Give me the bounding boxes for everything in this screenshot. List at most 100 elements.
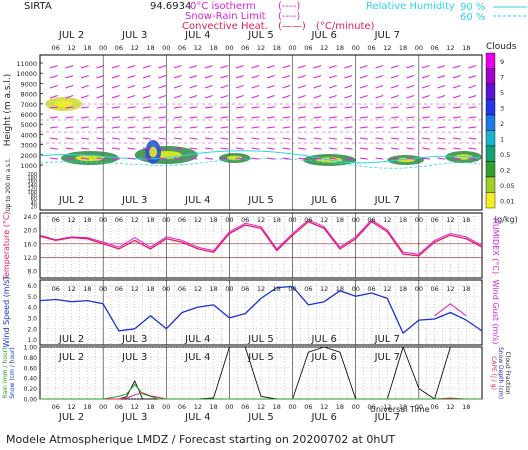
wind-arrow-6-19 — [344, 126, 353, 129]
wind-arrow-7-2 — [80, 137, 89, 140]
wind-arrow-6-27 — [468, 126, 477, 129]
wind-arrow-5-6 — [142, 116, 151, 119]
wind-arrow-1-27 — [468, 75, 477, 79]
wind-arrow-5-4 — [111, 116, 120, 119]
colorbar-swatch-8 — [485, 176, 496, 193]
wind-arrow-4-17 — [313, 106, 322, 109]
wind-arrow-8-26 — [452, 147, 461, 150]
wind-arrow-4-10 — [204, 106, 213, 109]
wind-arrow-9-7 — [158, 157, 167, 160]
wind-arrow-1-25 — [437, 75, 446, 79]
wind-arrow-1-8 — [173, 75, 182, 79]
hour-tick-temp-54: 06 — [178, 216, 186, 224]
hour-tick-top-66: 18 — [210, 44, 218, 52]
hour-tick-wind-top-36: 12 — [131, 285, 139, 293]
wind-arrow-9-27 — [468, 157, 477, 160]
hour-tick-rain-102: 06 — [304, 403, 312, 411]
colorbar-tick-3: 3 — [500, 104, 504, 112]
hour-tick-rain-144: 00 — [415, 403, 423, 411]
wind-arrow-1-24 — [421, 75, 430, 79]
wind-arrow-7-6 — [142, 137, 151, 140]
wind-arrow-4-1 — [65, 106, 74, 109]
wind-arrow-4-16 — [297, 106, 306, 109]
wind-arrow-8-12 — [235, 147, 244, 150]
wind-arrow-2-26 — [452, 85, 461, 89]
hour-tick-rain-18: 18 — [83, 403, 91, 411]
wind-arrow-2-21 — [375, 85, 384, 89]
wind-arrow-3-24 — [421, 95, 430, 99]
wind-arrow-1-26 — [452, 75, 461, 79]
wind-arrow-8-22 — [390, 147, 399, 150]
day-label-rain-bot-3: JUL 5 — [247, 412, 273, 423]
day-label-cloud-0: JUL 2 — [58, 195, 84, 206]
hour-tick-top-78: 06 — [241, 44, 249, 52]
wind-arrow-3-4 — [111, 95, 120, 99]
wind-arrow-0-15 — [282, 65, 291, 69]
wind-arrow-3-18 — [328, 95, 337, 99]
wind-arrow-6-1 — [65, 126, 74, 129]
height-tick-4000: 4000 — [20, 131, 37, 139]
hour-tick-top-42: 18 — [146, 44, 154, 52]
wind-arrow-0-18 — [328, 65, 337, 69]
hour-tick-rain-114: 18 — [336, 403, 344, 411]
temp-tick-20.0: 20.0 — [24, 228, 38, 235]
hour-tick-temp-30: 06 — [115, 216, 123, 224]
wind-arrow-7-17 — [313, 137, 322, 140]
colorbar-tick-1: 7 — [500, 73, 504, 81]
wind-arrow-9-8 — [173, 157, 182, 160]
wind-arrow-3-25 — [437, 95, 446, 99]
wind-arrow-2-18 — [328, 85, 337, 89]
hour-tick-wind-top-126: 06 — [367, 285, 375, 293]
wind-arrow-2-6 — [142, 85, 151, 89]
wind-arrow-4-3 — [96, 106, 105, 109]
hour-tick-rain-96: 00 — [288, 403, 296, 411]
wind-arrow-9-11 — [220, 157, 229, 160]
rain-tick-0.20: 0.20 — [24, 386, 38, 393]
wind-arrow-6-10 — [204, 126, 213, 129]
rain-tick-0.40: 0.40 — [24, 376, 38, 383]
wind-arrow-5-12 — [235, 116, 244, 119]
universal-time-label: Universal Time — [370, 405, 430, 414]
wind-arrow-4-9 — [189, 106, 198, 109]
wind-arrow-7-5 — [127, 137, 136, 140]
wind-arrow-7-20 — [359, 137, 368, 140]
temp-tick-8.0: 8.0 — [27, 269, 37, 276]
day-label-cloud-3: JUL 5 — [247, 195, 273, 206]
snow-rain-label: Snow-Rain Limit — [185, 11, 266, 22]
wind-arrow-7-19 — [344, 137, 353, 140]
wind-arrow-1-6 — [142, 75, 151, 79]
low-height-axis-title: Up to 200 m a.s.l. — [5, 158, 12, 211]
colorbar-tick-5: 1 — [500, 135, 504, 143]
hour-tick-wind-top-156: 12 — [446, 285, 454, 293]
wind-arrow-1-17 — [313, 75, 322, 79]
day-label-top-1: JUL 3 — [121, 30, 147, 41]
hour-tick-top-108: 12 — [320, 44, 328, 52]
wind-arrow-3-21 — [375, 95, 384, 99]
hour-tick-wind-top-96: 00 — [288, 285, 296, 293]
temp-tick-12.0: 12.0 — [24, 255, 38, 262]
wind-tick-6.0: 6.0 — [27, 283, 37, 290]
wind-arrow-1-15 — [282, 75, 291, 79]
wind-arrow-1-2 — [80, 75, 89, 79]
wind-arrow-3-15 — [282, 95, 291, 99]
wind-arrow-2-23 — [406, 85, 415, 89]
wind-arrow-6-7 — [158, 126, 167, 129]
rain-tick-0.00: 0.00 — [24, 397, 38, 404]
height-tick-5000: 5000 — [20, 121, 37, 129]
wind-arrow-1-9 — [189, 75, 198, 79]
day-label-rain-top-4: JUL 6 — [310, 352, 336, 363]
wind-arrow-3-0 — [49, 95, 58, 99]
wind-arrow-4-19 — [344, 106, 353, 109]
isotherm-key: (----) — [278, 1, 300, 12]
day-label-rain-top-5: JUL 7 — [374, 352, 400, 363]
wind-arrow-3-9 — [189, 95, 198, 99]
wind-arrow-7-18 — [328, 137, 337, 140]
wind-arrow-1-12 — [235, 75, 244, 79]
wind-arrow-6-23 — [406, 126, 415, 129]
day-label-wind-5: JUL 7 — [374, 334, 400, 345]
hour-tick-top-90: 18 — [273, 44, 281, 52]
colorbar-tick-8: 0.05 — [500, 182, 514, 190]
hour-tick-rain-36: 12 — [131, 403, 139, 411]
